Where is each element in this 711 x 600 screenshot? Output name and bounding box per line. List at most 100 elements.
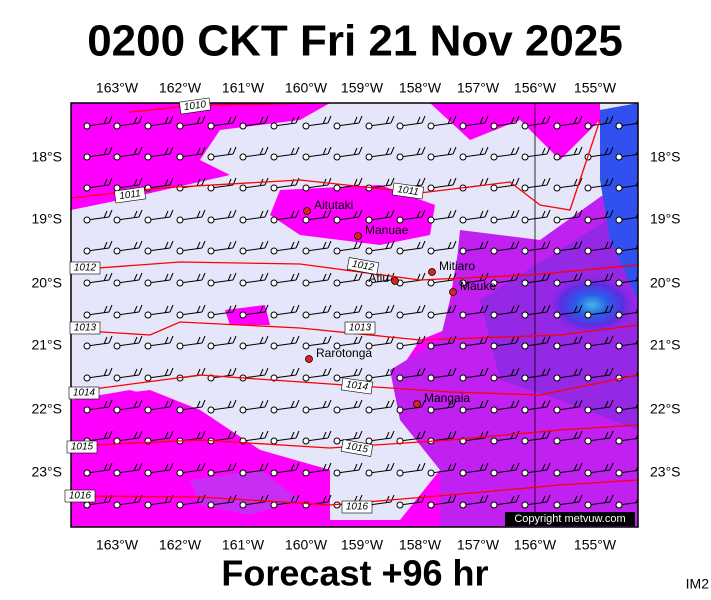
wind-barb: [147, 209, 174, 221]
isobar-label-text: 1014: [345, 379, 369, 393]
wind-station: [396, 122, 404, 130]
wind-barb: [147, 462, 174, 474]
wind-station: [521, 311, 529, 319]
wind-station: [427, 247, 435, 255]
wind-barb: [399, 304, 426, 316]
island-name: Mitiaro: [439, 259, 475, 273]
wind-barb: [242, 240, 269, 252]
wind-station: [144, 311, 152, 319]
wind-station: [113, 279, 121, 287]
wind-barb: [556, 335, 583, 347]
wind-station: [333, 437, 341, 445]
wind-barb: [587, 146, 614, 158]
wind-station: [521, 184, 529, 192]
wind-barb: [179, 272, 206, 284]
wind-barb: [86, 430, 113, 442]
wind-station: [584, 374, 592, 382]
wind-station: [333, 469, 341, 477]
wind-station: [427, 374, 435, 382]
lon-label-bottom: 155°W: [574, 537, 617, 553]
isobar-label-text: 1012: [351, 259, 375, 274]
wind-barb: [587, 462, 614, 474]
wind-barb: [86, 462, 113, 474]
wind-barb: [242, 272, 269, 284]
wind-barb: [86, 399, 113, 411]
island-marker: [303, 207, 311, 215]
wind-station: [176, 216, 184, 224]
wind-station: [207, 279, 215, 287]
wind-barb: [336, 304, 363, 316]
wind-barb: [116, 272, 143, 284]
isobar: [71, 424, 638, 449]
wind-station: [176, 342, 184, 350]
wind-barb: [462, 146, 489, 158]
wind-barb: [493, 240, 520, 252]
wind-barb: [462, 462, 489, 474]
isobar-label-text: 1012: [74, 263, 97, 274]
wind-barb: [462, 304, 489, 316]
wind-station: [459, 247, 467, 255]
wind-station: [83, 184, 91, 192]
wind-station: [239, 406, 247, 414]
wind-barb: [587, 240, 614, 252]
wind-barb: [179, 209, 206, 221]
wind-station: [553, 279, 561, 287]
wind-station: [521, 374, 529, 382]
wind-barb: [587, 304, 614, 316]
island-marker: [449, 288, 457, 296]
lon-label-top: 158°W: [399, 80, 442, 96]
wind-barb: [336, 240, 363, 252]
wind-barb: [336, 209, 363, 221]
wind-barb: [430, 115, 457, 127]
wind-station: [584, 311, 592, 319]
lon-label-top: 156°W: [514, 80, 557, 96]
wind-station: [239, 184, 247, 192]
wind-station: [113, 469, 121, 477]
wind-barb: [305, 335, 332, 347]
island-name: Manuae: [365, 223, 409, 237]
wind-barb: [587, 430, 614, 442]
wind-station: [207, 153, 215, 161]
wind-barb: [430, 367, 457, 379]
wind-station: [490, 247, 498, 255]
wind-station: [144, 406, 152, 414]
wind-station: [521, 247, 529, 255]
isobar-label: 1011: [113, 186, 147, 204]
wind-station: [521, 279, 529, 287]
wind-barb: [86, 115, 113, 127]
wind-station: [239, 247, 247, 255]
wind-barb: [524, 494, 551, 506]
wind-station: [396, 406, 404, 414]
wind-barb: [556, 494, 583, 506]
wind-barb: [462, 209, 489, 221]
wind-barb: [147, 115, 174, 127]
wind-barb: [430, 494, 457, 506]
wind-station: [427, 311, 435, 319]
wind-station: [365, 122, 373, 130]
wind-barb: [524, 177, 551, 189]
lon-label-bottom: 156°W: [514, 537, 557, 553]
wind-station: [459, 342, 467, 350]
wind-station: [553, 311, 561, 319]
wind-barb: [336, 272, 363, 284]
wind-barb: [116, 367, 143, 379]
island-name: Aitutaki: [314, 198, 353, 212]
wind-barb: [368, 115, 395, 127]
wind-station: [113, 216, 121, 224]
image-id: IM2: [686, 576, 710, 592]
wind-barb: [399, 146, 426, 158]
wind-station: [584, 184, 592, 192]
wind-station: [113, 437, 121, 445]
isobar-label: 1015: [340, 439, 374, 457]
wind-barb: [368, 430, 395, 442]
wind-station: [553, 122, 561, 130]
wind-barb: [493, 115, 520, 127]
wind-barb: [179, 399, 206, 411]
wind-station: [427, 406, 435, 414]
wind-station: [239, 122, 247, 130]
wind-station: [302, 311, 310, 319]
isobar-label: 1013: [69, 321, 101, 335]
wind-station: [427, 342, 435, 350]
wind-barb: [368, 304, 395, 316]
wind-barb: [399, 430, 426, 442]
